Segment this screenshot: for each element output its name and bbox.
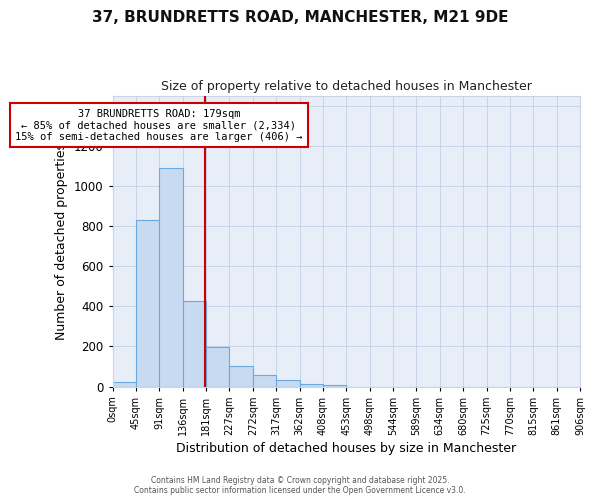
Bar [253, 375, 276, 386]
Bar [276, 380, 299, 386]
X-axis label: Distribution of detached houses by size in Manchester: Distribution of detached houses by size … [176, 442, 517, 455]
Y-axis label: Number of detached properties: Number of detached properties [55, 142, 68, 340]
Bar [323, 384, 346, 386]
Text: 37, BRUNDRETTS ROAD, MANCHESTER, M21 9DE: 37, BRUNDRETTS ROAD, MANCHESTER, M21 9DE [92, 10, 508, 25]
Bar [182, 301, 206, 386]
Bar [113, 382, 136, 386]
Text: Contains HM Land Registry data © Crown copyright and database right 2025.
Contai: Contains HM Land Registry data © Crown c… [134, 476, 466, 495]
Bar [159, 168, 182, 386]
Bar [136, 220, 159, 386]
Title: Size of property relative to detached houses in Manchester: Size of property relative to detached ho… [161, 80, 532, 93]
Text: 37 BRUNDRETTS ROAD: 179sqm
← 85% of detached houses are smaller (2,334)
15% of s: 37 BRUNDRETTS ROAD: 179sqm ← 85% of deta… [15, 108, 303, 142]
Bar [229, 366, 253, 386]
Bar [299, 384, 323, 386]
Bar [206, 348, 229, 387]
